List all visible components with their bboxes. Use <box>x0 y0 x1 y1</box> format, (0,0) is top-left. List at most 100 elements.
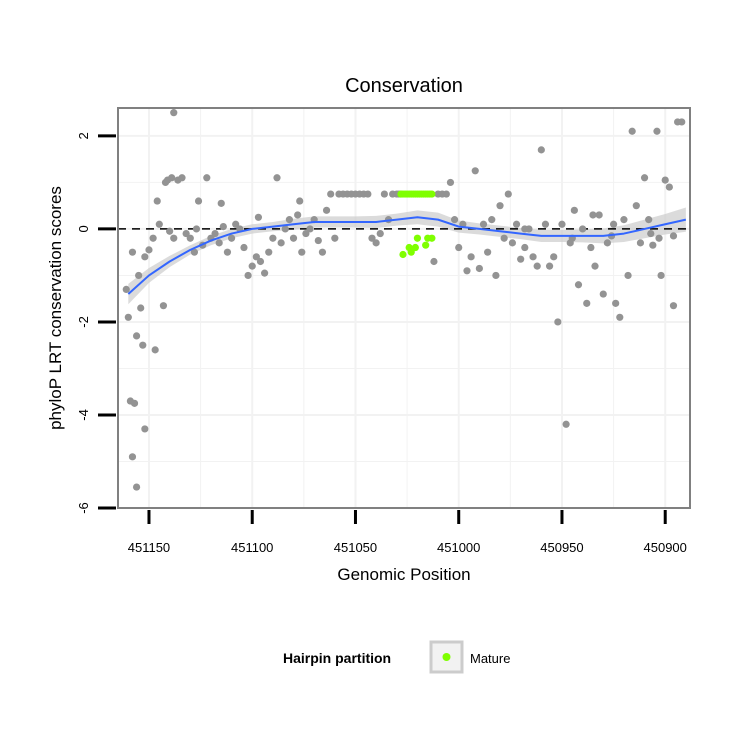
data-point <box>450 216 459 224</box>
data-point <box>620 216 628 224</box>
y-tick-label: -2 <box>76 316 91 328</box>
data-point <box>636 239 645 247</box>
data-point <box>624 271 632 280</box>
data-point <box>492 271 500 280</box>
data-point <box>281 225 289 233</box>
data-point <box>149 234 157 242</box>
data-point <box>232 220 240 228</box>
data-point <box>645 216 653 224</box>
data-point <box>141 425 149 433</box>
mature-point <box>428 190 436 198</box>
data-point <box>521 243 529 252</box>
data-point <box>669 232 678 240</box>
data-point <box>508 239 517 247</box>
data-point <box>554 318 562 326</box>
data-point <box>591 262 599 270</box>
y-tick-label: 2 <box>76 132 91 139</box>
data-point <box>562 420 570 428</box>
data-point <box>215 239 223 247</box>
data-point <box>647 229 655 238</box>
data-point <box>504 190 512 198</box>
data-point <box>178 174 186 182</box>
data-point <box>227 234 236 242</box>
data-point <box>599 290 607 298</box>
mature-point <box>422 241 430 249</box>
data-point <box>327 190 335 198</box>
y-tick-label: -4 <box>76 409 91 421</box>
data-point <box>463 267 471 275</box>
smooth-line-layer <box>127 216 687 295</box>
data-point <box>545 262 554 270</box>
data-point <box>541 220 550 228</box>
data-point <box>595 211 603 219</box>
y-axis: -6 -4 -2 0 2 <box>76 132 116 514</box>
data-point <box>306 225 314 233</box>
data-point <box>252 253 260 261</box>
data-point <box>632 202 640 210</box>
data-point <box>517 255 525 263</box>
data-point <box>132 332 141 340</box>
legend-label-mature: Mature <box>470 651 510 666</box>
data-point <box>589 211 597 219</box>
x-tick-label: 451150 <box>128 540 170 555</box>
y-axis-title: phyloP LRT conservation scores <box>46 186 65 430</box>
data-point <box>182 229 190 238</box>
x-tick-label: 451100 <box>231 540 273 555</box>
data-point <box>475 264 483 273</box>
smooth-ribbon-layer <box>128 207 686 305</box>
data-point <box>583 299 591 307</box>
data-point <box>248 262 256 270</box>
plot-panel <box>117 107 691 509</box>
mature-point <box>407 248 415 256</box>
data-point <box>192 225 201 233</box>
data-point <box>368 234 376 242</box>
data-point <box>616 313 624 321</box>
mature-point <box>428 234 436 242</box>
legend-key-mature-dot <box>442 653 451 661</box>
data-point <box>203 174 211 182</box>
data-point <box>488 216 496 224</box>
mature-points <box>397 190 436 259</box>
data-point <box>265 248 273 256</box>
data-point <box>217 199 225 207</box>
data-point <box>141 253 149 261</box>
data-point <box>137 304 145 312</box>
x-tick-label: 451050 <box>334 540 377 555</box>
data-point <box>661 176 669 184</box>
data-point <box>442 190 450 198</box>
data-point <box>289 234 298 242</box>
data-point <box>240 243 248 252</box>
data-point <box>170 234 178 242</box>
data-point <box>496 202 504 210</box>
data-point <box>314 236 322 245</box>
data-point <box>219 223 227 231</box>
data-point <box>484 248 492 256</box>
data-point <box>550 253 558 261</box>
data-point <box>376 229 384 238</box>
data-point <box>471 167 479 175</box>
mature-point <box>399 250 407 259</box>
data-point <box>130 399 139 407</box>
data-point <box>151 346 159 354</box>
data-point <box>273 174 281 182</box>
data-point <box>296 197 304 205</box>
data-point <box>533 262 541 270</box>
data-point <box>479 220 488 228</box>
data-point <box>669 302 678 310</box>
data-point <box>155 220 163 228</box>
chart-title: Conservation <box>345 75 463 97</box>
data-point <box>135 271 143 280</box>
background-points <box>122 109 686 491</box>
data-point <box>678 118 686 126</box>
mature-point <box>411 243 419 252</box>
x-tick-label: 450950 <box>540 540 583 555</box>
data-point <box>211 229 219 238</box>
data-point <box>609 220 618 228</box>
legend: Hairpin partition Mature <box>283 640 510 674</box>
data-point <box>302 229 310 238</box>
smooth-confidence-ribbon <box>128 207 686 305</box>
x-tick-label: 450900 <box>644 540 687 555</box>
data-point <box>298 248 306 256</box>
data-point <box>512 220 521 228</box>
